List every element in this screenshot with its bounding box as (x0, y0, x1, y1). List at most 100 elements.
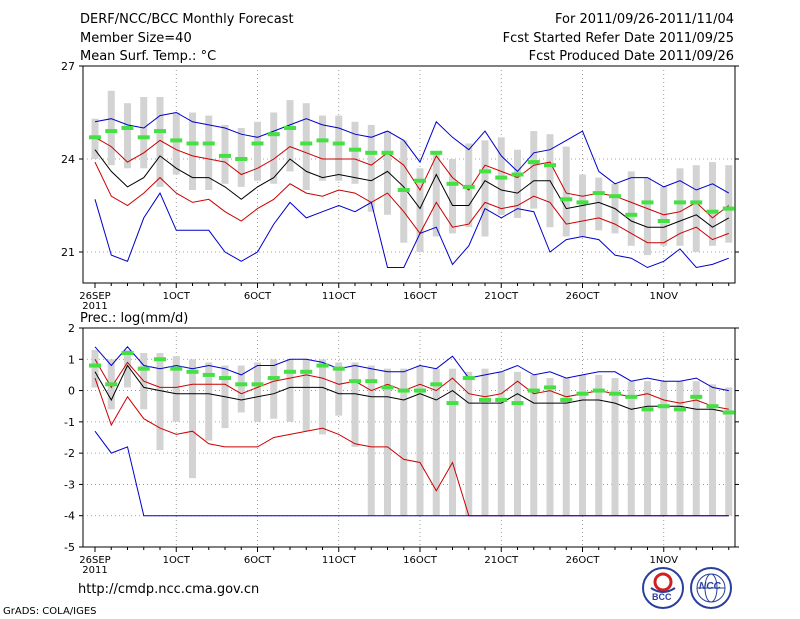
median-marker (690, 200, 703, 205)
median-marker (560, 197, 573, 202)
x-tick-label: 21OCT (484, 555, 519, 566)
median-marker (722, 410, 735, 415)
spread-box (530, 131, 538, 209)
median-marker (511, 401, 524, 406)
median-marker (657, 219, 670, 223)
median-marker (592, 191, 605, 196)
median-marker (397, 388, 410, 393)
y-tick-label: -5 (64, 541, 75, 554)
series-min (94, 430, 729, 517)
precipitation-panel: -5 -4 -3 -2 -1 0 1 2 26SEP 1OCT 6OCT 11OCT 16OCT 21OC… (64, 322, 739, 576)
median-marker (690, 394, 703, 399)
y-tick-label: -3 (64, 478, 75, 491)
median-marker (625, 212, 638, 217)
fcst-produced-date: Fcst Produced Date 2011/09/26 (528, 49, 734, 64)
spread-box (140, 97, 148, 169)
median-marker (495, 175, 508, 180)
x-tick-label: 16OCT (403, 291, 438, 302)
median-marker (202, 141, 215, 146)
median-marker (186, 141, 199, 146)
y-tick-label: 2 (68, 322, 75, 335)
median-marker (544, 385, 556, 390)
x-tick-label: 26SEP (79, 555, 110, 566)
median-marker (365, 379, 378, 384)
x-tick-label: 1OCT (163, 291, 191, 302)
spread-box (302, 359, 310, 432)
variable-label: Mean Surf. Temp.: °C (80, 49, 217, 64)
median-marker (332, 141, 345, 146)
median-marker (251, 141, 264, 146)
median-marker (349, 147, 361, 152)
spread-box (644, 381, 651, 516)
spread-box (562, 146, 570, 237)
median-marker (446, 181, 459, 186)
median-marker (674, 407, 686, 412)
median-marker (462, 376, 475, 381)
median-marker (592, 388, 605, 393)
median-marker (560, 397, 573, 402)
source-url[interactable]: http://cmdp.ncc.cma.gov.cn (78, 582, 260, 597)
y-tick-label: 24 (61, 153, 75, 166)
x-tick-label: 16OCT (403, 555, 438, 566)
median-marker (706, 209, 719, 214)
median-marker (137, 366, 150, 371)
spread-box (595, 177, 603, 231)
spread-box (432, 152, 440, 237)
spread-box (124, 103, 131, 169)
x-year-label: 2011 (82, 301, 107, 312)
median-marker (462, 184, 475, 189)
spread-box (465, 371, 473, 516)
median-marker (186, 369, 199, 374)
precip-title: Prec.: log(mm/d) (80, 311, 188, 326)
series-mean-minus-std (94, 161, 729, 244)
median-marker (527, 388, 540, 393)
series-mean (94, 364, 729, 413)
median-marker (89, 135, 101, 140)
spread-box (384, 368, 391, 516)
spread-box (530, 374, 538, 516)
spread-box (449, 368, 456, 516)
x-tick-label: 1NOV (650, 291, 679, 302)
median-marker (397, 188, 410, 192)
spread-box (611, 378, 619, 516)
spread-box (627, 171, 635, 246)
median-marker (674, 200, 686, 205)
spread-box (319, 115, 326, 181)
spread-box (660, 186, 668, 246)
spread-box (384, 131, 391, 215)
spread-box (514, 149, 521, 218)
median-marker (137, 135, 150, 140)
bcc-logo-icon (642, 567, 684, 609)
spread-box (481, 368, 489, 516)
spread-box (725, 387, 733, 516)
median-marker (381, 385, 394, 390)
spread-box (644, 177, 651, 256)
median-marker (430, 382, 443, 387)
ncc-logo-icon (690, 567, 732, 609)
y-tick-label: -2 (64, 447, 75, 460)
spread-box (351, 362, 359, 447)
median-marker (479, 397, 491, 402)
median-marker (381, 150, 394, 155)
y-tick-label: -1 (64, 416, 75, 429)
spread-box (676, 381, 684, 516)
median-marker (89, 363, 101, 368)
spread-box (205, 115, 213, 190)
spread-box (432, 368, 440, 516)
median-marker (625, 394, 638, 399)
spread-box (660, 381, 668, 516)
spread-box (302, 103, 310, 190)
fcst-started-date: Fcst Started Refer Date 2011/09/25 (502, 31, 734, 46)
spread-box (270, 112, 278, 184)
spread-box (319, 359, 326, 435)
median-marker (511, 172, 524, 177)
spread-box (514, 371, 521, 516)
spread-box (205, 362, 213, 441)
median-marker (105, 129, 118, 134)
spread-box (367, 365, 375, 516)
spread-box (189, 112, 196, 190)
median-marker (316, 363, 329, 368)
x-tick-label: 26SEP (79, 291, 110, 302)
median-marker (154, 357, 166, 362)
forecast-period: For 2011/09/26-2011/11/04 (555, 12, 734, 27)
